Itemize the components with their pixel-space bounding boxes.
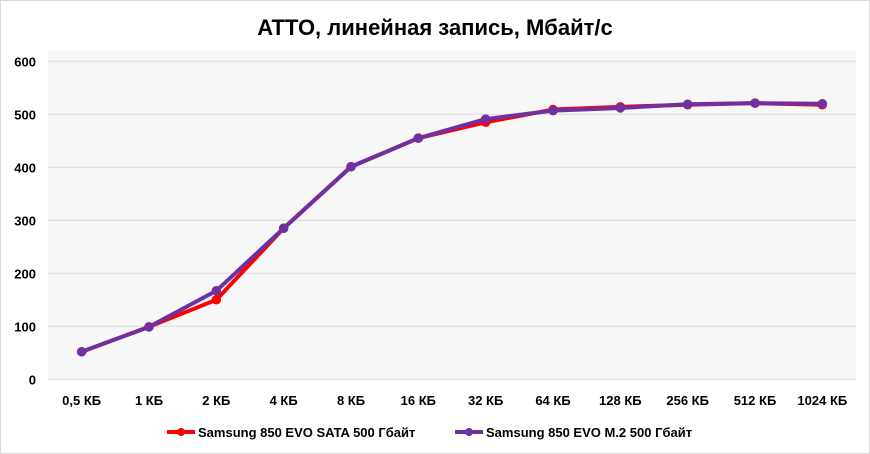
x-tick-label: 64 КБ [535, 393, 570, 408]
data-point [211, 286, 222, 296]
data-point [750, 98, 760, 108]
y-tick-label: 200 [14, 266, 36, 281]
x-tick-label: 8 КБ [337, 393, 365, 408]
x-tick-label: 32 КБ [468, 393, 503, 408]
x-tick-label: 2 КБ [202, 393, 230, 408]
y-tick-label: 100 [14, 319, 36, 334]
y-tick-label: 500 [14, 107, 36, 122]
y-tick-label: 600 [14, 54, 36, 69]
series-line [80, 101, 823, 354]
x-tick-label: 16 КБ [401, 393, 436, 408]
legend-label: Samsung 850 EVO SATA 500 Гбайт [198, 425, 415, 440]
plot-area [48, 50, 856, 380]
data-point [817, 98, 828, 109]
x-tick-label: 512 КБ [734, 393, 777, 408]
legend-item: Samsung 850 EVO SATA 500 Гбайт [167, 425, 415, 440]
y-tick-label: 300 [14, 213, 36, 228]
data-point [548, 105, 558, 116]
data-point [144, 322, 154, 332]
series-1 [76, 98, 828, 357]
chart-title: ATTO, линейная запись, Мбайт/с [257, 15, 613, 40]
y-tick-label: 400 [14, 160, 36, 175]
data-point [615, 103, 626, 113]
data-point [76, 346, 87, 357]
data-point [211, 295, 222, 305]
legend-item: Samsung 850 EVO M.2 500 Гбайт [455, 425, 692, 440]
x-tick-label: 256 КБ [666, 393, 709, 408]
y-tick-label: 0 [29, 372, 36, 387]
legend-label: Samsung 850 EVO M.2 500 Гбайт [486, 425, 692, 440]
x-tick-label: 4 КБ [270, 393, 298, 408]
legend-marker [177, 428, 185, 436]
data-point [278, 223, 289, 233]
data-point [480, 114, 491, 124]
x-tick-label: 1024 КБ [797, 393, 847, 408]
x-tick-label: 128 КБ [599, 393, 642, 408]
data-point [682, 99, 693, 109]
data-point [413, 133, 424, 143]
x-tick-label: 1 КБ [135, 393, 163, 408]
data-point [346, 162, 356, 172]
legend-marker [465, 428, 473, 436]
x-tick-label: 0,5 КБ [62, 393, 101, 408]
